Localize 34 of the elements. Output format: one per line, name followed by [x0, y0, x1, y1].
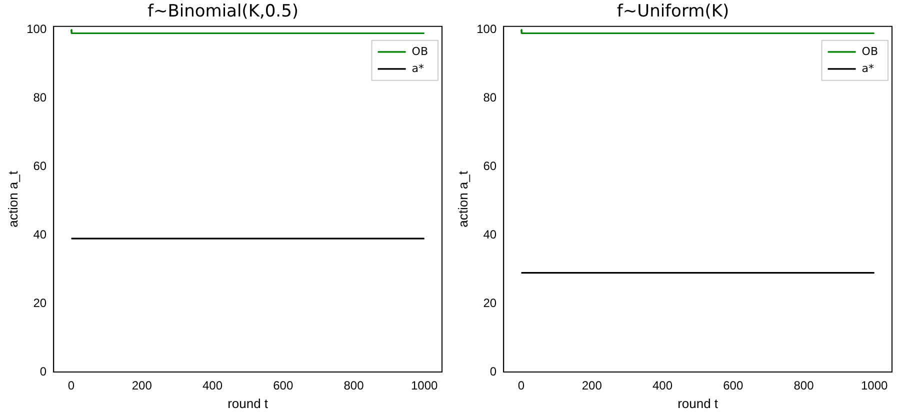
x-tick-label: 600	[723, 378, 744, 393]
y-tick-label: 0	[490, 364, 497, 378]
x-tick-label: 400	[652, 378, 673, 393]
x-axis-title: round t	[228, 396, 268, 411]
x-tick-label: 0	[518, 378, 525, 393]
y-tick-label: 80	[483, 90, 497, 105]
legend-label: OB	[412, 44, 428, 58]
legend-label: a*	[412, 62, 425, 75]
y-tick-label: 40	[33, 227, 47, 242]
x-tick-label: 0	[68, 378, 75, 393]
x-tick-label: 200	[132, 378, 152, 393]
x-axis-title: round t	[678, 396, 718, 411]
x-tick-label: 200	[582, 378, 602, 393]
y-tick-label: 40	[483, 227, 497, 242]
legend-label: a*	[862, 62, 875, 75]
x-tick-label: 400	[202, 378, 223, 393]
x-tick-label: 800	[344, 378, 364, 393]
x-tick-label: 1000	[410, 378, 438, 393]
y-axis-title: action a_t	[455, 170, 470, 228]
chart-title: f~Uniform(K)	[616, 2, 730, 22]
y-tick-label: 100	[26, 22, 47, 36]
x-tick-label: 600	[273, 378, 294, 393]
x-tick-label: 800	[794, 378, 814, 393]
y-tick-label: 20	[483, 296, 497, 310]
chart-title: f~Binomial(K,0.5)	[147, 2, 299, 22]
y-tick-label: 0	[40, 364, 47, 378]
y-tick-label: 60	[483, 159, 497, 174]
y-tick-label: 20	[33, 296, 47, 310]
y-tick-label: 100	[476, 22, 497, 36]
y-tick-label: 80	[33, 90, 47, 105]
y-axis-title: action a_t	[5, 170, 20, 228]
x-tick-label: 1000	[860, 378, 888, 393]
legend-label: OB	[862, 44, 878, 58]
y-tick-label: 60	[33, 159, 47, 174]
